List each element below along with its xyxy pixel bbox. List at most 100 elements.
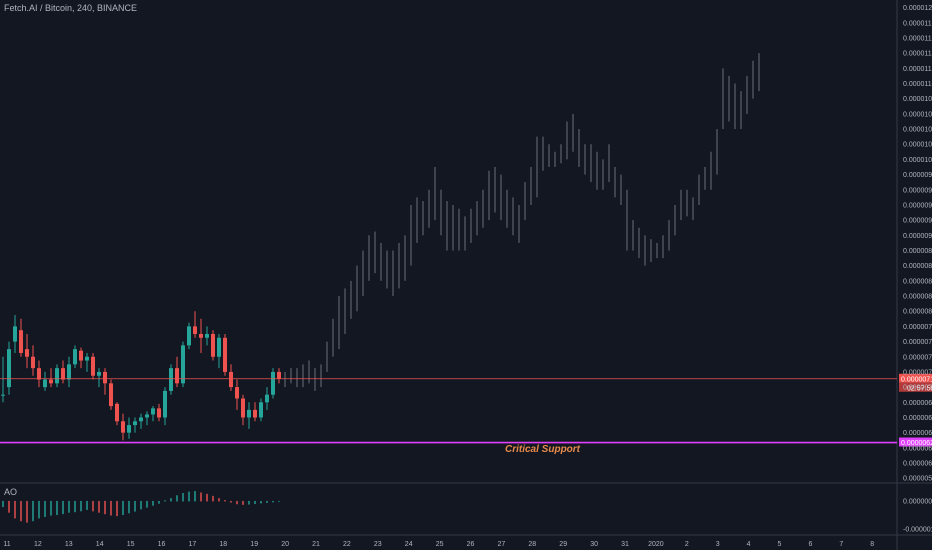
candle-body (85, 356, 89, 361)
support-annotation: Critical Support (505, 444, 581, 455)
candle-body (193, 326, 197, 334)
ao-axis: 0.00000000 -0.00000100 (903, 498, 932, 533)
time-tick-label: 6 (808, 541, 812, 548)
candle-body (223, 337, 227, 372)
price-tick-label: 0.00000900 (903, 233, 932, 240)
price-tick-label: 0.00000580 (903, 476, 932, 483)
time-tick-label: 27 (498, 541, 506, 548)
candle-body (181, 345, 185, 384)
candle-body (259, 402, 263, 418)
current-price-badge (899, 373, 932, 383)
candle-body (55, 368, 59, 384)
time-tick-label: 2020 (648, 541, 664, 548)
price-tick-label: 0.00000680 (903, 400, 932, 407)
candle-body (145, 414, 149, 418)
candle-body (175, 368, 179, 384)
support-price-label: 0.00000627 (901, 440, 932, 447)
indicator-label: AO (4, 487, 18, 497)
time-tick-label: 19 (250, 541, 258, 548)
candle-body (247, 409, 251, 418)
price-tick-label: 0.00000960 (903, 187, 932, 194)
time-tick-label: 26 (467, 541, 475, 548)
candle-body (199, 333, 203, 338)
price-tick-label: 0.00000720 (903, 369, 932, 376)
candle-body (127, 425, 131, 433)
candle-body (37, 368, 41, 380)
ao-tick-label: 0.00000000 (903, 498, 932, 505)
time-tick-label: 17 (189, 541, 197, 548)
price-tick-label: 0.00000880 (903, 248, 932, 255)
countdown-label: 02:57:58 (907, 385, 932, 392)
price-tick-label: 0.00000980 (903, 172, 932, 179)
chart-title: Fetch.AI / Bitcoin, 240, BINANCE (4, 3, 138, 13)
candle-body (133, 421, 137, 426)
candles (1, 311, 281, 441)
time-tick-label: 18 (219, 541, 227, 548)
time-tick-label: 22 (343, 541, 351, 548)
candle-body (271, 371, 275, 395)
candle-body (49, 379, 53, 384)
time-tick-label: 25 (436, 541, 444, 548)
candle-body (217, 337, 221, 357)
candle-body (109, 383, 113, 407)
candle-body (139, 417, 143, 422)
candle-body (31, 356, 35, 369)
price-tick-label: 0.00001160 (903, 35, 932, 42)
candle-body (169, 368, 173, 391)
price-tick-label: 0.00000760 (903, 339, 932, 346)
price-tick-label: 0.00000860 (903, 263, 932, 270)
candle-body (151, 408, 155, 415)
time-tick-label: 3 (716, 541, 720, 548)
candle-body (61, 368, 65, 380)
time-tick-label: 7 (839, 541, 843, 548)
time-tick-label: 8 (870, 541, 874, 548)
time-tick-label: 14 (96, 541, 104, 548)
time-tick-label: 15 (127, 541, 135, 548)
candle-body (157, 408, 161, 418)
candle-body (25, 349, 29, 357)
candle-body (253, 409, 257, 418)
price-tick-label: 0.00000640 (903, 430, 932, 437)
price-tick-label: 0.00001200 (903, 5, 932, 12)
candle-body (43, 379, 47, 388)
price-tick-label: 0.00001020 (903, 142, 932, 149)
candle-body (73, 349, 77, 365)
candle-body (205, 333, 209, 338)
time-tick-label: 21 (312, 541, 320, 548)
time-tick-label: 2 (685, 541, 689, 548)
price-tick-label: 0.00000940 (903, 202, 932, 209)
candle-body (265, 394, 269, 403)
candle-body (187, 326, 191, 346)
time-tick-label: 23 (374, 541, 382, 548)
candle-body (235, 387, 239, 399)
price-tick-label: 0.00000780 (903, 324, 932, 331)
price-tick-label: 0.00000920 (903, 218, 932, 225)
time-tick-label: 16 (158, 541, 166, 548)
candle-body (97, 371, 101, 376)
price-tick-label: 0.00000600 (903, 461, 932, 468)
countdown-badge (899, 382, 932, 392)
price-axis[interactable]: 0.00001200 0.00001180 0.00001160 0.00001140… (903, 5, 932, 483)
price-lines: 0.00000711 02:57:58 0.00000627 (0, 373, 932, 447)
candle-body (277, 371, 281, 379)
candle-body (163, 390, 167, 418)
time-tick-label: 30 (590, 541, 598, 548)
price-tick-label: 0.00000660 (903, 415, 932, 422)
time-axis[interactable]: 11 12 13 14 15 16 17 18 19 20 21 22 23 24 25 26 27 28 29 30… (3, 541, 874, 548)
price-tick-label: 0.00000800 (903, 309, 932, 316)
price-tick-label: 0.00001180 (903, 20, 932, 27)
time-tick-label: 4 (747, 541, 751, 548)
candle-body (241, 398, 245, 418)
candle-body (211, 333, 215, 357)
candle-body (79, 350, 83, 361)
candle-body (13, 326, 17, 342)
projection-bars (284, 53, 760, 391)
time-tick-label: 11 (3, 541, 10, 548)
candle-body (19, 330, 23, 353)
price-tick-label: 0.00000740 (903, 354, 932, 361)
price-tick-label: 0.00001100 (903, 81, 932, 88)
candle-body (229, 371, 233, 388)
candle-body (121, 421, 125, 433)
price-tick-label: 0.00001000 (903, 157, 932, 164)
